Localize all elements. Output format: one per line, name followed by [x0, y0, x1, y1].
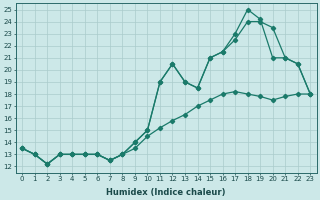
X-axis label: Humidex (Indice chaleur): Humidex (Indice chaleur)	[107, 188, 226, 197]
